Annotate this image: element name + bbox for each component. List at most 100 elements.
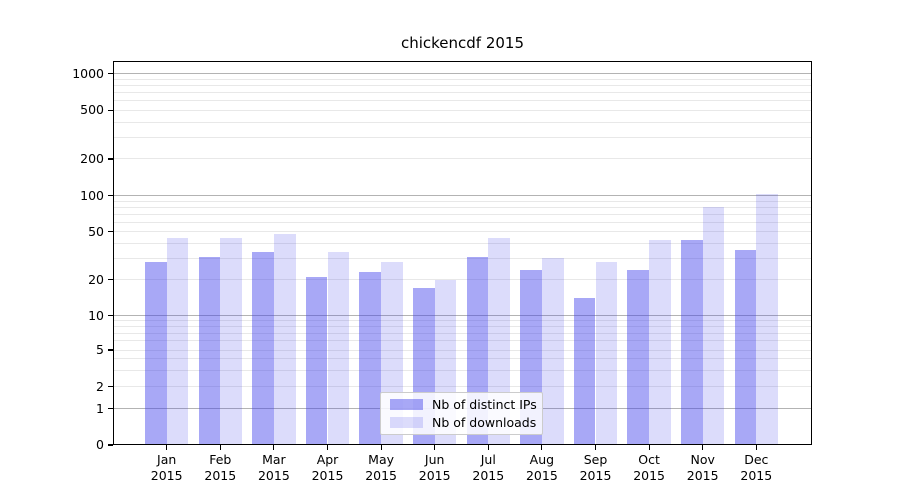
x-tick-mark: [702, 445, 704, 450]
bar-downloads-mar: [273, 233, 296, 445]
y-tick-mark: [108, 109, 113, 111]
x-tick-mark: [434, 445, 436, 450]
y-gridline-minor: [113, 200, 812, 202]
y-gridline-minor: [113, 257, 812, 259]
y-tick-mark: [108, 158, 113, 160]
x-tick-mark: [541, 445, 543, 450]
y-tick-mark: [108, 444, 113, 446]
y-tick-mark: [108, 349, 113, 351]
y-gridline-minor: [113, 358, 812, 360]
x-tick-month: Jan: [157, 452, 177, 467]
y-gridline-minor: [113, 121, 812, 123]
x-tick-label-may: May 2015: [349, 452, 413, 484]
y-tick-mark: [108, 278, 113, 281]
legend-item-distinct-ips: Nb of distinct IPs: [390, 397, 537, 412]
y-tick-mark: [108, 385, 113, 388]
y-gridline-major: [113, 315, 812, 317]
legend: Nb of distinct IPs Nb of downloads: [380, 392, 543, 435]
y-gridline-minor: [113, 386, 812, 387]
legend-swatch-downloads: [390, 416, 423, 428]
x-tick-mark: [487, 445, 489, 450]
x-tick-label-jul: Jul 2015: [456, 452, 520, 484]
x-tick-year: 2015: [633, 468, 665, 483]
x-tick-month: Feb: [209, 452, 232, 467]
bar-downloads-sep: [595, 262, 618, 445]
x-tick-month: Jun: [424, 452, 445, 467]
x-tick-year: 2015: [740, 468, 773, 483]
bar-distinct-ips-may: [359, 272, 382, 445]
bar-downloads-jan: [166, 238, 189, 445]
y-tick-mark: [108, 72, 113, 75]
y-gridline-minor: [113, 213, 812, 215]
chart-title: chickencdf 2015: [400, 34, 525, 52]
x-tick-label-jan: Jan 2015: [135, 452, 199, 484]
bar-downloads-aug: [541, 258, 564, 445]
x-tick-label-oct: Oct 2015: [617, 452, 681, 484]
y-gridline-major: [113, 195, 812, 197]
y-gridline-minor: [113, 221, 812, 223]
y-tick-mark: [108, 315, 113, 317]
x-tick-year: 2015: [579, 468, 612, 483]
x-tick-year: 2015: [365, 468, 397, 483]
y-gridline-minor: [113, 206, 812, 208]
x-tick-month: Apr: [316, 452, 339, 467]
bar-downloads-oct: [649, 239, 671, 445]
legend-swatch-distinct-ips: [390, 399, 423, 411]
y-gridline-minor: [113, 332, 812, 334]
y-gridline-minor: [113, 91, 812, 93]
x-tick-label-feb: Feb 2015: [188, 452, 252, 484]
y-tick-label-1: 1: [96, 400, 104, 416]
x-tick-mark: [166, 445, 168, 450]
legend-label-downloads: Nb of downloads: [432, 414, 537, 430]
x-tick-month: Nov: [690, 452, 715, 467]
y-gridline-minor: [113, 279, 812, 281]
x-tick-year: 2015: [686, 468, 719, 483]
x-tick-month: Oct: [638, 452, 660, 467]
y-gridline-minor: [113, 84, 812, 86]
bar-distinct-ips-sep: [573, 298, 596, 445]
y-tick-mark: [108, 195, 113, 197]
x-tick-mark: [273, 445, 275, 450]
y-tick-label-10: 10: [88, 307, 104, 323]
x-tick-mark: [648, 445, 650, 450]
x-tick-label-mar: Mar 2015: [242, 452, 306, 484]
x-tick-month: Aug: [529, 452, 555, 467]
y-gridline-minor: [113, 100, 812, 102]
y-tick-label-100: 100: [80, 187, 104, 203]
x-tick-month: May: [368, 452, 395, 467]
x-tick-label-aug: Aug 2015: [510, 452, 574, 484]
x-tick-label-nov: Nov 2015: [671, 452, 735, 484]
x-tick-year: 2015: [472, 468, 505, 483]
y-gridline-minor: [113, 326, 812, 328]
y-gridline-major: [113, 72, 812, 75]
y-gridline-minor: [113, 340, 812, 342]
y-tick-label-2: 2: [96, 378, 104, 394]
x-tick-month: Mar: [262, 452, 286, 467]
x-tick-month: Dec: [744, 452, 769, 467]
y-tick-label-500: 500: [80, 102, 104, 118]
y-gridline-minor: [113, 231, 812, 233]
bar-downloads-dec: [756, 194, 778, 445]
x-tick-year: 2015: [204, 468, 237, 483]
x-tick-mark: [380, 445, 382, 450]
x-tick-mark: [326, 445, 329, 450]
legend-item-downloads: Nb of downloads: [390, 414, 537, 430]
y-tick-label-20: 20: [88, 271, 104, 287]
bar-distinct-ips-feb: [198, 256, 221, 445]
x-tick-year: 2015: [311, 468, 344, 483]
bar-distinct-ips-apr: [305, 277, 328, 445]
bar-distinct-ips-mar: [252, 251, 274, 445]
y-tick-mark: [108, 231, 113, 233]
x-tick-month: Jul: [480, 452, 496, 467]
x-tick-year: 2015: [525, 468, 558, 483]
x-tick-label-apr: Apr 2015: [296, 452, 360, 484]
y-tick-label-0: 0: [96, 437, 104, 452]
y-tick-label-50: 50: [88, 223, 104, 239]
legend-label-distinct-ips: Nb of distinct IPs: [432, 397, 537, 413]
bar-distinct-ips-jan: [145, 262, 167, 445]
y-tick-label-5: 5: [96, 342, 104, 357]
bar-distinct-ips-dec: [734, 250, 757, 445]
x-tick-mark: [219, 445, 221, 450]
y-gridline-minor: [113, 109, 812, 111]
